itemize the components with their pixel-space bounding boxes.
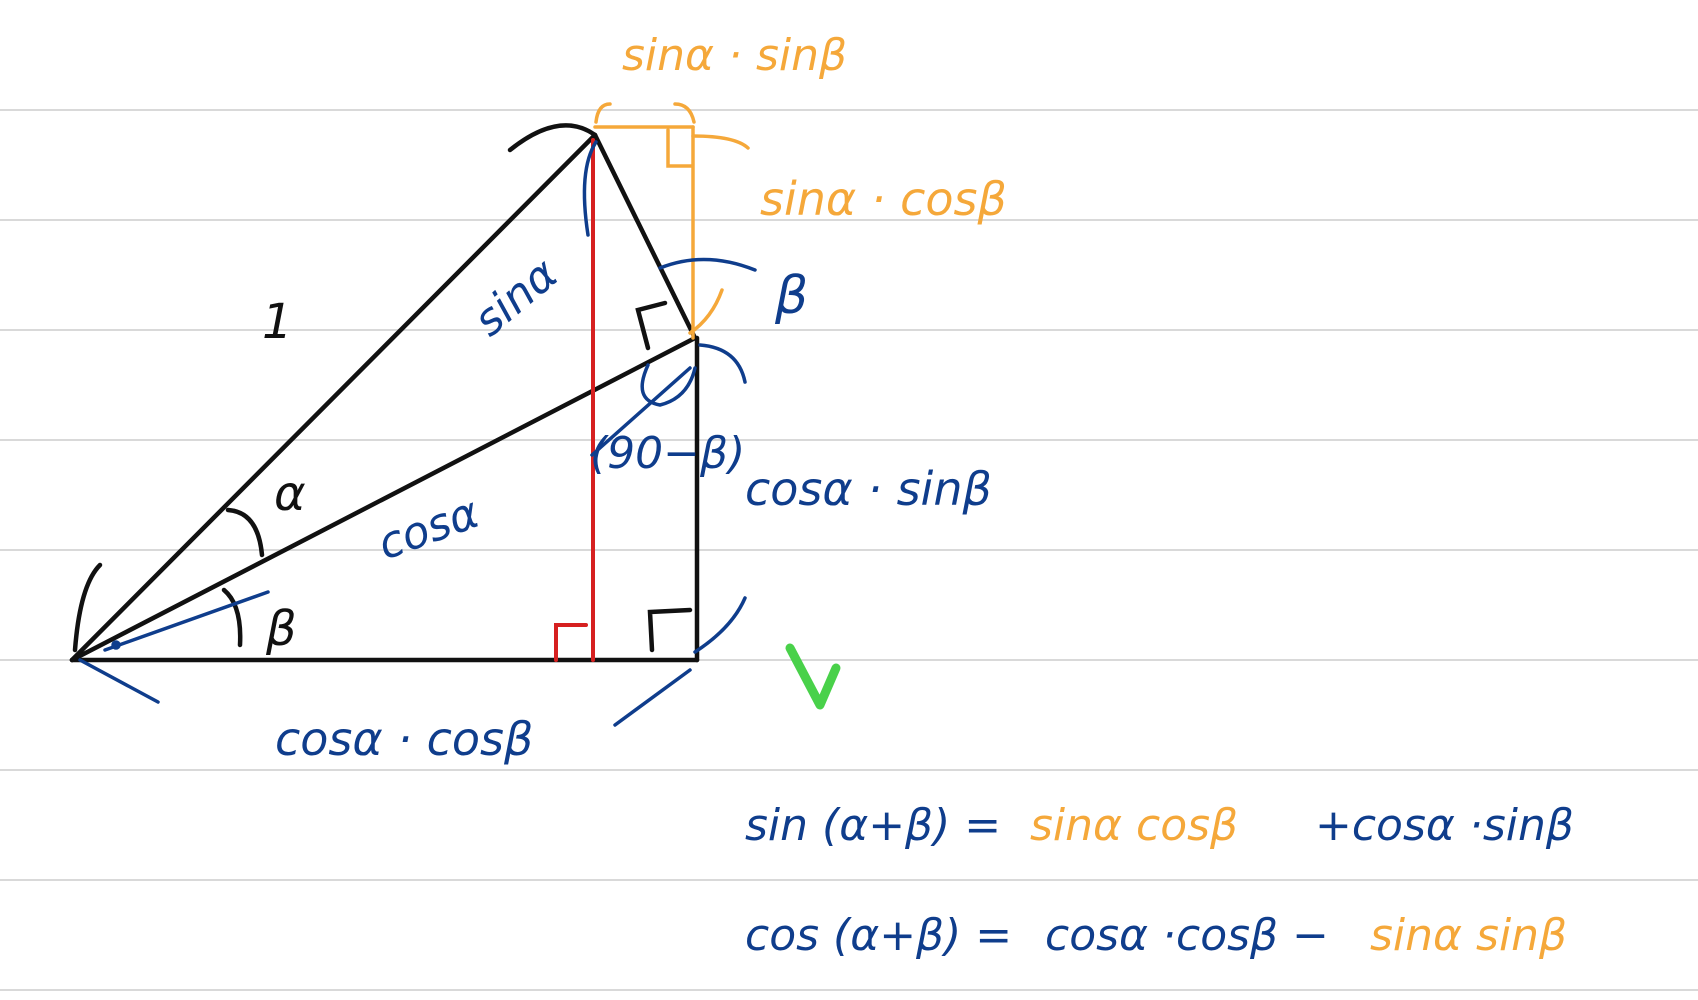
origin-arc — [72, 562, 103, 653]
label-sin-alpha: sinα — [464, 248, 567, 346]
red-altitude — [554, 138, 595, 662]
sin-sum-term1: sinα cosβ — [1030, 800, 1238, 851]
label-beta-top: β — [774, 266, 808, 326]
apex-arc — [507, 123, 598, 153]
label-sin-alpha-cos-beta-side: sinα · cosβ — [760, 172, 1007, 226]
red-right-angle-mark — [554, 623, 588, 662]
label-cos-alpha-cos-beta: cosα · cosβ — [275, 712, 533, 766]
checkmark-icon — [785, 643, 841, 710]
cos-sum-lhs: cos (α+β) = — [745, 910, 1012, 961]
blue-ninety-arc — [640, 363, 697, 407]
blue-annotations — [78, 140, 757, 727]
label-hyp-one: 1 — [262, 294, 293, 350]
label-cos-alpha-sin-beta: cosα · sinβ — [745, 462, 992, 516]
orange-top-bracket — [594, 102, 696, 124]
orange-side-arc — [691, 134, 750, 150]
sin-sum-term2: +cosα ·sinβ — [1315, 800, 1574, 851]
alpha-arc-mark — [225, 507, 265, 558]
orange-right-angle-mark — [666, 128, 694, 168]
label-cos-alpha: cosα — [371, 487, 485, 570]
label-sin-alpha-sin-beta-top: sinα · sinβ — [622, 30, 847, 81]
orange-beta-arc — [688, 288, 724, 335]
triangle-frame — [69, 123, 700, 663]
cos-sum-term2: sinα sinβ — [1370, 910, 1567, 961]
right-angle-base-mark — [647, 607, 693, 653]
formula-cos-sum: cos (α+β) = cosα ·cosβ − sinα sinβ — [745, 910, 1567, 961]
cos-alpha-line — [69, 335, 698, 663]
rule-lines — [0, 109, 1698, 991]
blue-beta-tick — [103, 590, 270, 652]
hypotenuse-one — [69, 132, 598, 663]
label-alpha: α — [274, 466, 306, 522]
blue-origin-slash — [78, 658, 160, 704]
blue-beta-top-arc — [658, 257, 757, 272]
cos-sum-term1: cosα ·cosβ − — [1045, 910, 1329, 961]
label-ninety-minus-beta: (90−β) — [590, 428, 745, 479]
blue-ninety-tick — [590, 366, 692, 457]
blue-right-slash — [693, 596, 747, 654]
beta-arc-mark — [221, 587, 243, 648]
right-angle-inner-mark — [635, 300, 668, 351]
formula-sin-sum: sin (α+β) = sinα cosβ +cosα ·sinβ — [745, 800, 1574, 851]
blue-lower-arc — [698, 343, 747, 384]
blue-base-slash — [613, 668, 692, 727]
inner-hypotenuse — [592, 132, 698, 341]
label-beta-small: β — [265, 601, 297, 657]
blue-origin-dot — [111, 640, 121, 650]
orange-construction — [593, 102, 750, 340]
sin-sum-lhs: sin (α+β) = — [745, 800, 1001, 851]
blue-apex-arc — [582, 140, 598, 237]
